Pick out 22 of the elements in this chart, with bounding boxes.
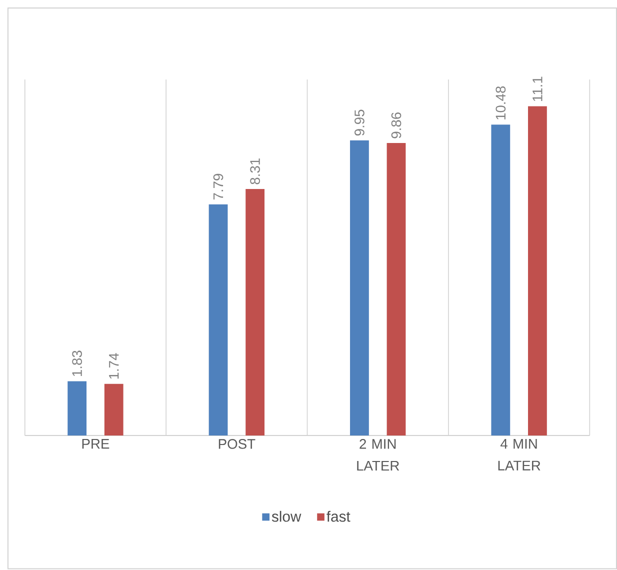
bar <box>491 124 510 436</box>
data-label: 9.86 <box>391 112 402 138</box>
x-tick-label: POST <box>218 439 256 449</box>
data-label: 11.1 <box>532 76 542 102</box>
bar <box>528 106 547 436</box>
bar <box>104 384 124 436</box>
bar <box>386 143 406 436</box>
legend-label: fast <box>326 511 350 522</box>
bar <box>208 204 228 436</box>
legend-label: slow <box>272 510 302 522</box>
data-label: 7.79 <box>213 174 224 200</box>
data-label: 1.74 <box>109 353 119 379</box>
bar <box>246 189 265 436</box>
x-tick-label: PRE <box>82 439 110 449</box>
bar <box>350 140 369 436</box>
data-label: 8.31 <box>250 158 260 184</box>
data-label: 1.83 <box>72 350 82 376</box>
x-tick-label: 4 MIN LATER <box>498 439 540 470</box>
bar <box>68 381 87 436</box>
x-tick-label: 2 MIN LATER <box>357 439 400 471</box>
data-label: 9.95 <box>354 110 364 136</box>
data-label: 10.48 <box>496 86 506 120</box>
